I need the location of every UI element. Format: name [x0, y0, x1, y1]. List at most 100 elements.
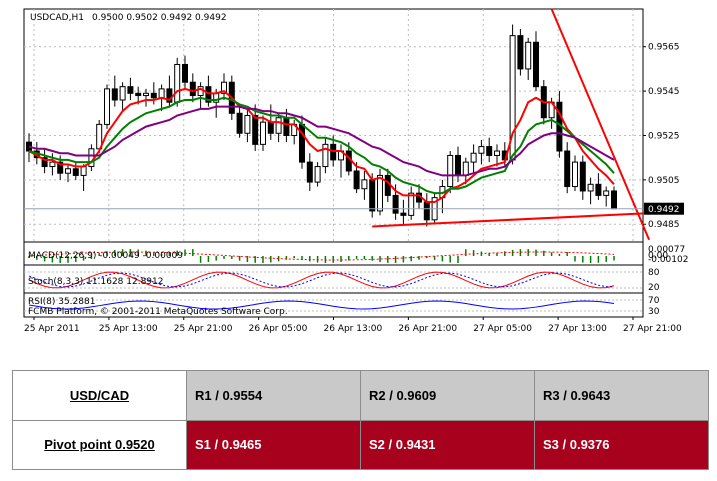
x-tick-label: 27 Apr 21:00: [623, 324, 682, 334]
candle-body: [572, 161, 578, 188]
candle-body: [80, 166, 87, 176]
candle-body: [174, 63, 181, 103]
x-tick-label: 25 Apr 21:00: [174, 324, 233, 334]
r1-cell: R1 / 0.9554: [186, 370, 361, 421]
candle-body: [127, 86, 134, 94]
candle-body: [111, 88, 118, 101]
candle-body: [306, 161, 313, 183]
candle-body: [369, 179, 376, 212]
candle-body: [236, 112, 243, 134]
candle-body: [135, 92, 142, 97]
macd-y-label: -0.00102: [648, 255, 688, 265]
candle-body: [330, 143, 337, 161]
candle-body: [423, 201, 430, 221]
candle-body: [603, 190, 610, 196]
candle-body: [275, 117, 282, 134]
candle-body: [158, 88, 165, 99]
y-tick-label: 0.9505: [648, 176, 680, 186]
s3-cell: S3 / 0.9376: [534, 419, 709, 470]
candle-body: [41, 157, 48, 168]
candle-body: [400, 212, 407, 216]
candle-body: [353, 170, 360, 190]
candle-body: [470, 152, 477, 163]
candle-body: [462, 161, 469, 176]
candle-body: [49, 161, 56, 168]
r3-cell: R3 / 0.9643: [534, 370, 709, 421]
macd-label: MACD(12,26,9) -0.00049 -0.00009: [28, 251, 183, 261]
pivot-label: Pivot point 0.9520: [44, 437, 155, 453]
candle-body: [182, 63, 188, 83]
rsi-y-label: 30: [648, 307, 660, 317]
x-tick-label: 25 Apr 2011: [24, 324, 80, 334]
moving-average-line-1: [28, 87, 615, 204]
y-tick-label: 0.9545: [648, 87, 680, 97]
pivot-cell: Pivot point 0.9520: [12, 419, 187, 470]
candle-body: [119, 86, 126, 101]
candle-body: [478, 146, 485, 154]
stoch-label: Stoch(8,3,3) 11.1628 12.8912: [28, 277, 163, 287]
stoch-y-label: 20: [648, 283, 660, 293]
trendline-2: [550, 8, 651, 241]
candle-body: [361, 179, 368, 190]
y-tick-label: 0.9525: [648, 131, 680, 141]
macd-signal-line: [28, 251, 615, 261]
rsi-y-label: 70: [648, 296, 660, 306]
watermark-label: FCMB Platform, © 2001-2011 MetaQuotes So…: [28, 307, 288, 317]
current-price-label: 0.9492: [648, 205, 680, 215]
candle-body: [486, 146, 493, 156]
candle-body: [517, 35, 524, 70]
candle-body: [494, 150, 500, 156]
candle-body: [595, 183, 602, 196]
candle-body: [143, 92, 149, 97]
candle-body: [611, 190, 617, 210]
candle-body: [564, 150, 571, 188]
candle-body: [267, 121, 274, 134]
x-tick-label: 27 Apr 13:00: [548, 324, 607, 334]
candle-body: [205, 86, 212, 103]
candle-body: [579, 161, 586, 192]
candle-body: [408, 192, 415, 216]
s2-cell: S2 / 0.9431: [360, 419, 535, 470]
candle-body: [377, 174, 383, 212]
x-tick-label: 25 Apr 13:00: [99, 324, 158, 334]
trendline-1: [372, 212, 650, 228]
candle-body: [150, 92, 157, 99]
moving-average-line-3: [28, 105, 615, 177]
chart-title: USDCAD,H1: [30, 13, 84, 23]
chart-ohlc: 0.9500 0.9502 0.9492 0.9492: [92, 13, 227, 23]
x-tick-label: 26 Apr 05:00: [249, 324, 308, 334]
candle-body: [65, 168, 71, 174]
rsi-line: [28, 300, 615, 310]
pair-label: USD/CAD: [69, 387, 130, 403]
x-axis: 25 Apr 2011 25 Apr 13:00 25 Apr 21:00 26 Ap…: [24, 317, 682, 334]
r2-cell: R2 / 0.9609: [360, 370, 535, 421]
resistance-row: USD/CAD R1 / 0.9554 R2 / 0.9609 R3 / 0.9…: [12, 370, 709, 421]
support-row: Pivot point 0.9520 S1 / 0.9465 S2 / 0.94…: [12, 419, 709, 470]
candle-body: [587, 183, 594, 192]
candle-body: [392, 194, 399, 214]
candle-body: [525, 41, 532, 70]
candle-body: [221, 81, 227, 94]
macd-y-label: 0.00077: [648, 245, 685, 255]
macd-panel: MACD(12,26,9) -0.00049 -0.00009 0.000770.…: [24, 245, 688, 266]
stoch-signal-line: [28, 272, 615, 288]
y-tick-label: 0.9485: [648, 220, 680, 230]
candle-body: [314, 166, 321, 183]
pair-cell: USD/CAD: [12, 370, 187, 421]
candle-body: [72, 168, 79, 176]
s1-cell: S1 / 0.9465: [186, 419, 361, 470]
candle-body: [244, 115, 251, 134]
candle-body: [322, 143, 329, 168]
stoch-main-line: [28, 271, 615, 289]
candle-body: [533, 41, 539, 88]
candle-body: [283, 117, 290, 136]
candle-body: [57, 161, 64, 174]
current-price-tag: [644, 202, 684, 215]
candle-body: [447, 154, 454, 188]
x-tick-label: 27 Apr 05:00: [473, 324, 532, 334]
candle-body: [189, 81, 196, 97]
candle-body: [455, 154, 461, 176]
moving-average-line-2: [28, 96, 615, 195]
pivot-table: USD/CAD R1 / 0.9554 R2 / 0.9609 R3 / 0.9…: [12, 370, 709, 470]
